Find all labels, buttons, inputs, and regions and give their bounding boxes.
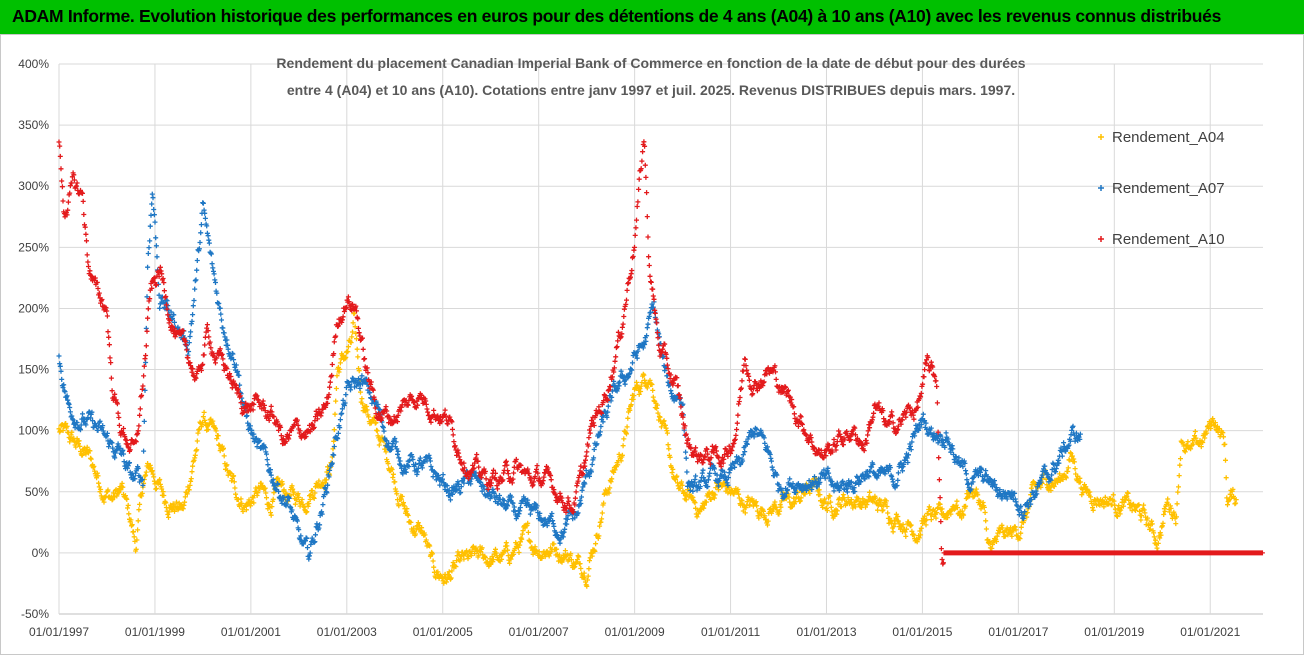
x-tick-label: 01/01/2015 xyxy=(892,625,952,639)
x-tick-label: 01/01/2001 xyxy=(221,625,281,639)
y-tick-label: -50% xyxy=(21,607,49,621)
legend-entry: Rendement_A07 xyxy=(1112,180,1225,197)
x-tick-label: 01/01/2021 xyxy=(1180,625,1240,639)
series-rendement-a07 xyxy=(56,191,1083,562)
report-title: ADAM Informe. Evolution historique des p… xyxy=(12,6,1222,26)
legend-entry: Rendement_A04 xyxy=(1112,129,1225,146)
y-tick-label: 0% xyxy=(32,546,50,560)
x-axis-ticks: 01/01/1997 01/01/1999 01/01/2001 01/01/2003… xyxy=(29,625,1241,639)
legend-marker xyxy=(1098,185,1104,191)
x-tick-label: 01/01/2005 xyxy=(413,625,473,639)
chart-title-line-1: Rendement du placement Canadian Imperial… xyxy=(276,55,1025,71)
y-tick-label: 50% xyxy=(25,485,49,499)
series-points xyxy=(56,139,1265,567)
grid-lines xyxy=(58,63,1263,615)
x-tick-label: 01/01/2011 xyxy=(701,625,760,639)
x-tick-label: 01/01/2017 xyxy=(988,625,1048,639)
y-tick-label: 400% xyxy=(18,57,49,71)
x-tick-label: 01/01/2009 xyxy=(605,625,665,639)
scatter-chart: 400% 350% 300% 250% 200% 150% 100% 50% 0% -50% 01… xyxy=(18,55,1265,639)
series-points xyxy=(56,191,1083,562)
chart-title-line-2: entre 4 (A04) et 10 ans (A10). Cotations… xyxy=(287,82,1015,98)
series-points xyxy=(56,310,1239,589)
legend-marker xyxy=(1098,236,1104,242)
y-tick-label: 250% xyxy=(18,240,49,254)
legend-entry: Rendement_A10 xyxy=(1112,231,1225,248)
chart-frame: 400% 350% 300% 250% 200% 150% 100% 50% 0% -50% 01… xyxy=(0,34,1304,655)
report-banner: ADAM Informe. Evolution historique des p… xyxy=(0,0,1304,34)
x-tick-label: 01/01/2013 xyxy=(796,625,856,639)
x-tick-label: 01/01/2003 xyxy=(317,625,377,639)
y-tick-label: 150% xyxy=(18,363,49,377)
x-tick-label: 01/01/2007 xyxy=(509,625,569,639)
y-tick-label: 100% xyxy=(18,424,49,438)
series-marks xyxy=(56,139,1265,589)
x-tick-label: 01/01/2019 xyxy=(1084,625,1144,639)
x-tick-label: 01/01/1999 xyxy=(125,625,185,639)
y-axis-ticks: 400% 350% 300% 250% 200% 150% 100% 50% 0% -50% xyxy=(18,57,49,621)
legend-marker xyxy=(1098,134,1104,140)
y-tick-label: 300% xyxy=(18,179,49,193)
series-rendement-a10 xyxy=(56,139,1265,567)
chart-legend: Rendement_A04 Rendement_A07 Rendement_A10 xyxy=(1098,129,1225,248)
y-tick-label: 200% xyxy=(18,301,49,315)
y-tick-label: 350% xyxy=(18,118,49,132)
x-tick-label: 01/01/1997 xyxy=(29,625,89,639)
series-rendement-a04 xyxy=(56,310,1239,589)
